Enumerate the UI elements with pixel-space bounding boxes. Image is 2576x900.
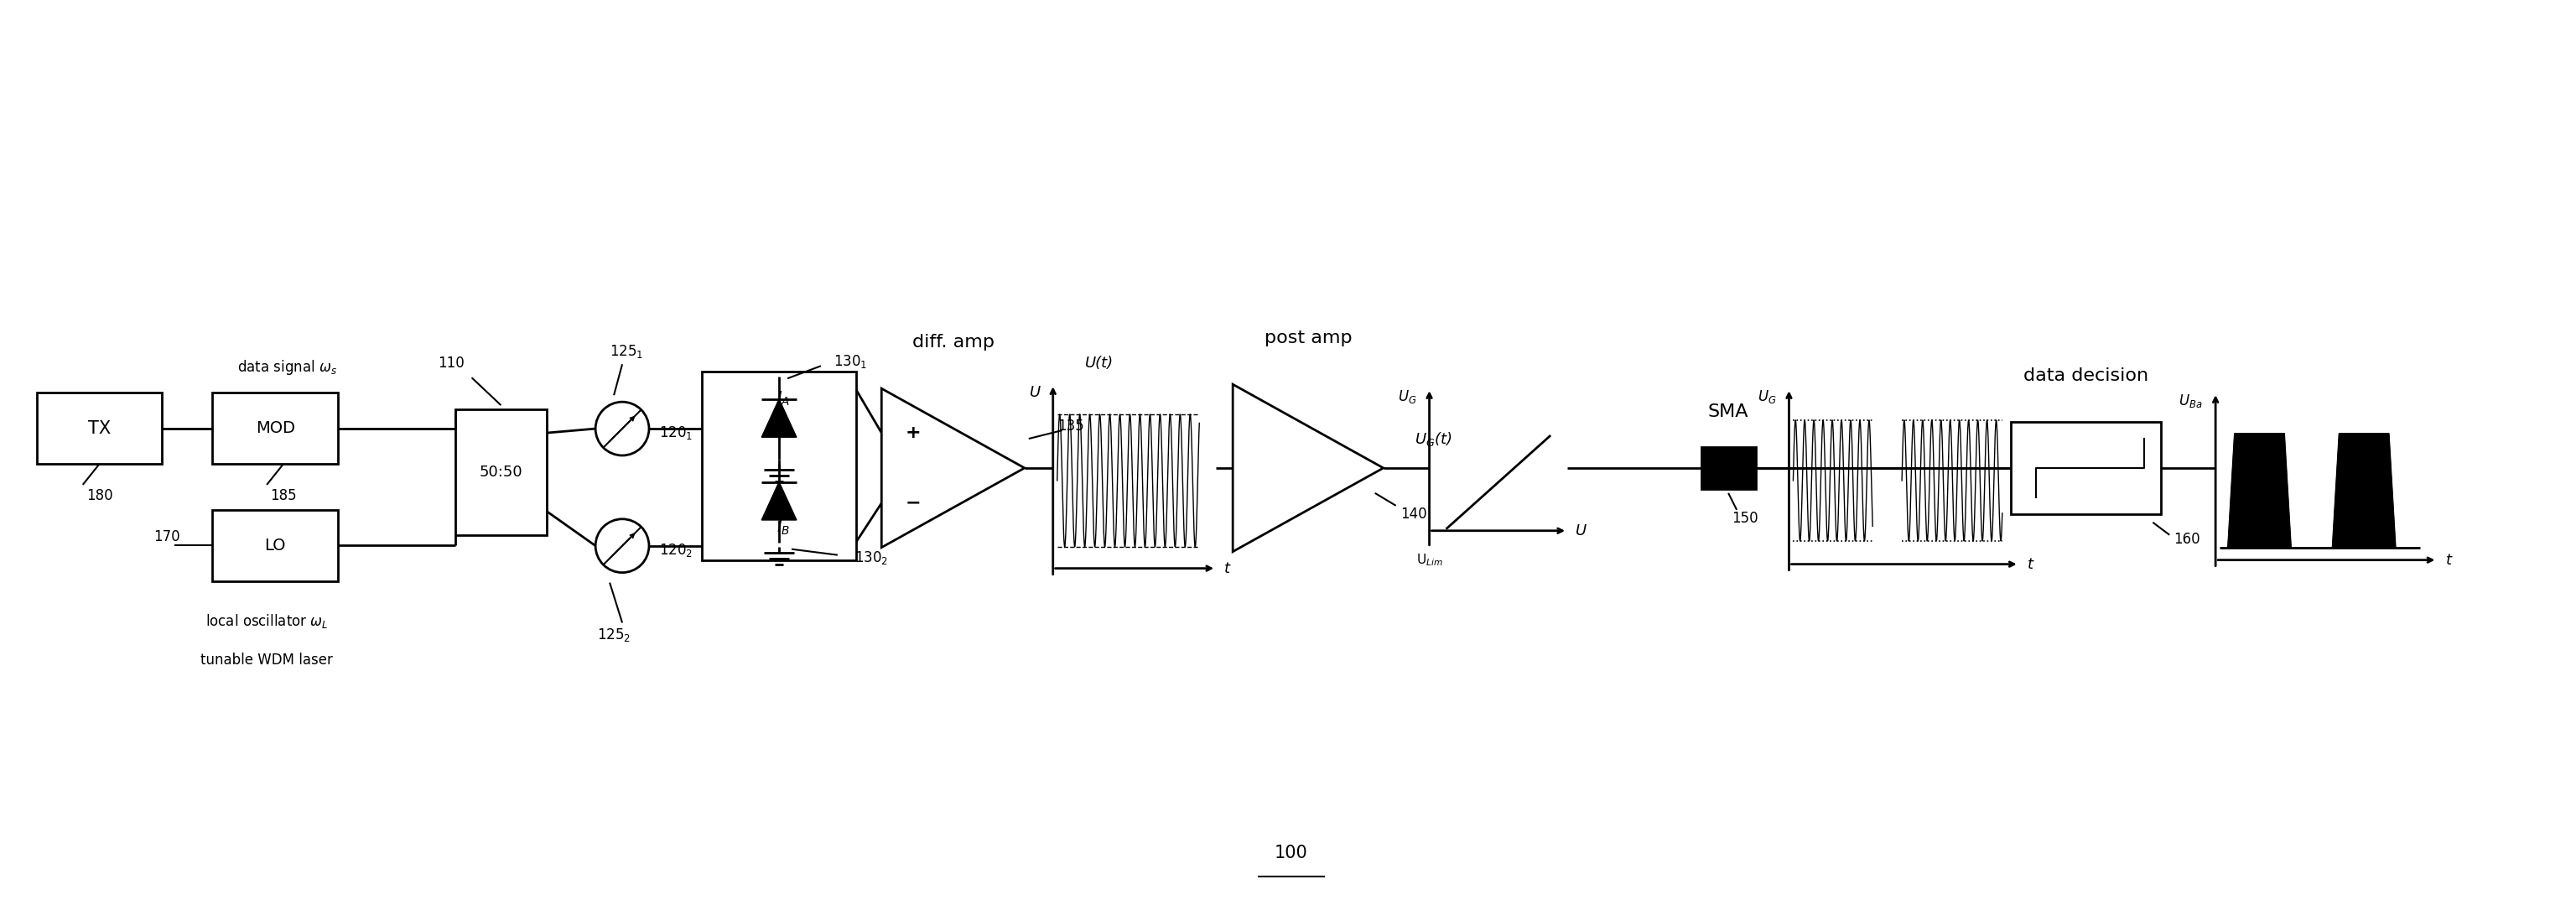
Text: t: t bbox=[1224, 561, 1231, 576]
Text: 120$_2$: 120$_2$ bbox=[659, 542, 693, 558]
Text: 50:50: 50:50 bbox=[479, 464, 523, 480]
Text: 125$_2$: 125$_2$ bbox=[598, 627, 631, 643]
Text: 130$_2$: 130$_2$ bbox=[855, 549, 889, 566]
Polygon shape bbox=[762, 399, 796, 437]
Text: U$_G$: U$_G$ bbox=[1399, 389, 1417, 405]
Text: 150: 150 bbox=[1731, 510, 1759, 526]
Text: TX: TX bbox=[88, 420, 111, 436]
Text: U$_{Lim}$: U$_{Lim}$ bbox=[1417, 553, 1443, 568]
Text: 185: 185 bbox=[270, 488, 296, 503]
Bar bbox=[2012, 422, 2161, 514]
Text: 160: 160 bbox=[2174, 532, 2200, 546]
Text: tunable WDM laser: tunable WDM laser bbox=[201, 652, 332, 668]
Text: U$_G$(t): U$_G$(t) bbox=[1414, 430, 1453, 447]
Text: 100: 100 bbox=[1275, 844, 1309, 861]
Polygon shape bbox=[762, 482, 796, 520]
Text: U$_{Ba}$: U$_{Ba}$ bbox=[2179, 392, 2202, 409]
Text: 130$_1$: 130$_1$ bbox=[835, 354, 868, 370]
Text: 135: 135 bbox=[1056, 418, 1084, 434]
Bar bbox=[211, 509, 337, 580]
Text: U: U bbox=[1577, 523, 1587, 538]
Text: 180: 180 bbox=[85, 488, 113, 503]
Text: U(t): U(t) bbox=[1084, 356, 1113, 371]
Text: SMA: SMA bbox=[1708, 403, 1749, 420]
Polygon shape bbox=[2334, 434, 2396, 547]
Text: U$_G$: U$_G$ bbox=[1757, 389, 1777, 405]
Text: t: t bbox=[2027, 556, 2032, 572]
Polygon shape bbox=[1234, 384, 1383, 552]
Text: LO: LO bbox=[265, 537, 286, 554]
Text: −: − bbox=[907, 495, 922, 511]
Text: U: U bbox=[1030, 385, 1041, 400]
Text: +: + bbox=[907, 425, 922, 441]
Text: 170: 170 bbox=[155, 529, 180, 544]
Text: local oscillator $\omega_L$: local oscillator $\omega_L$ bbox=[206, 612, 327, 630]
Text: data signal $\omega_s$: data signal $\omega_s$ bbox=[237, 358, 337, 377]
Bar bbox=[1700, 447, 1754, 489]
Bar bbox=[701, 372, 855, 560]
Text: $I_A$: $I_A$ bbox=[775, 390, 791, 408]
Bar bbox=[36, 392, 162, 464]
Text: $I_B$: $I_B$ bbox=[775, 519, 791, 537]
Text: 140: 140 bbox=[1401, 507, 1427, 521]
Polygon shape bbox=[2228, 434, 2290, 547]
Bar bbox=[211, 392, 337, 464]
Text: diff. amp: diff. amp bbox=[912, 334, 994, 351]
Text: 125$_1$: 125$_1$ bbox=[611, 343, 644, 360]
Text: t: t bbox=[2445, 553, 2452, 568]
Text: 110: 110 bbox=[438, 356, 464, 371]
Text: 120$_1$: 120$_1$ bbox=[659, 425, 693, 441]
Bar bbox=[456, 410, 546, 535]
Text: post amp: post amp bbox=[1265, 330, 1352, 346]
Polygon shape bbox=[881, 389, 1025, 547]
Text: MOD: MOD bbox=[255, 420, 294, 436]
Text: data decision: data decision bbox=[2022, 367, 2148, 384]
